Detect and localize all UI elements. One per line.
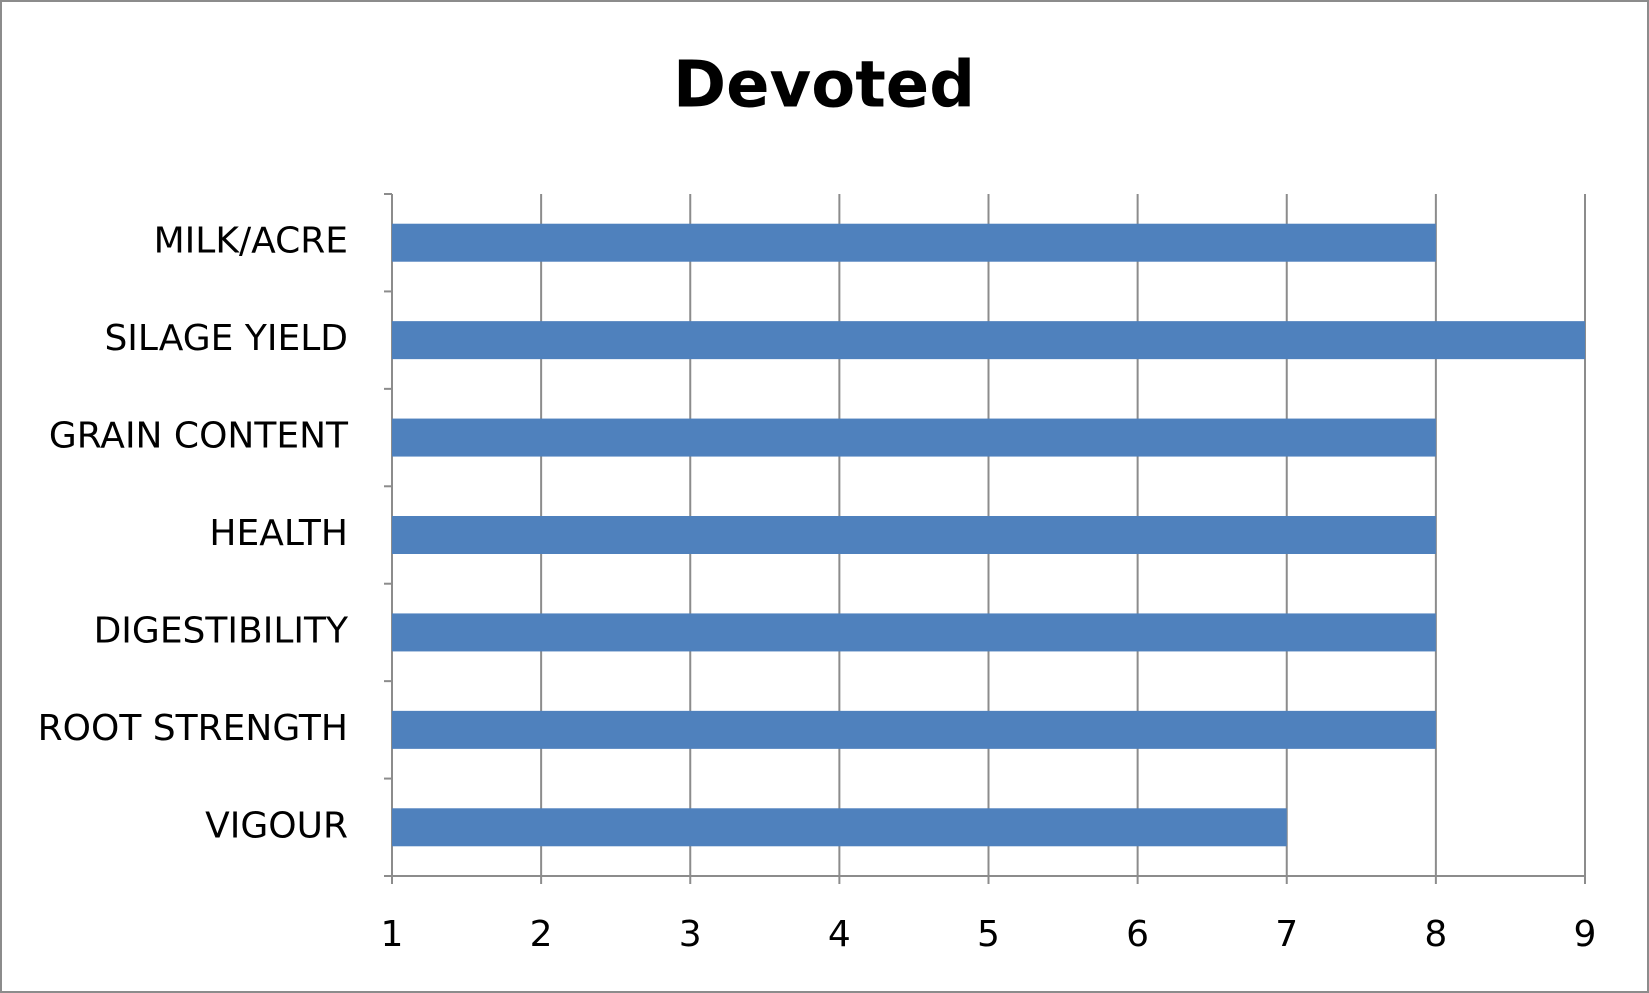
x-tick-label: 4 [828,914,851,955]
y-tick-label: GRAIN CONTENT [49,416,349,457]
x-tick-label: 7 [1275,914,1298,955]
bar [392,710,1436,749]
x-tick-label: 1 [381,914,404,955]
y-tick-label: ROOT STRENGTH [38,708,348,749]
bar [392,808,1287,847]
y-tick-label: VIGOUR [205,805,348,846]
y-tick-label: HEALTH [209,513,348,554]
x-tick-label: 5 [977,914,1000,955]
bar [392,223,1436,262]
x-tick-label: 3 [679,914,702,955]
bar [392,613,1436,652]
x-tick-label: 2 [530,914,553,955]
x-tick-label: 8 [1424,914,1447,955]
x-tick-label: 9 [1574,914,1597,955]
x-tick-label: 6 [1126,914,1149,955]
y-tick-label: MILK/ACRE [154,221,348,262]
bar [392,321,1585,360]
bar [392,418,1436,457]
y-tick-label: DIGESTIBILITY [94,610,349,651]
bar [392,516,1436,554]
chart-title: Devoted [673,49,975,123]
y-tick-label: SILAGE YIELD [104,318,348,359]
